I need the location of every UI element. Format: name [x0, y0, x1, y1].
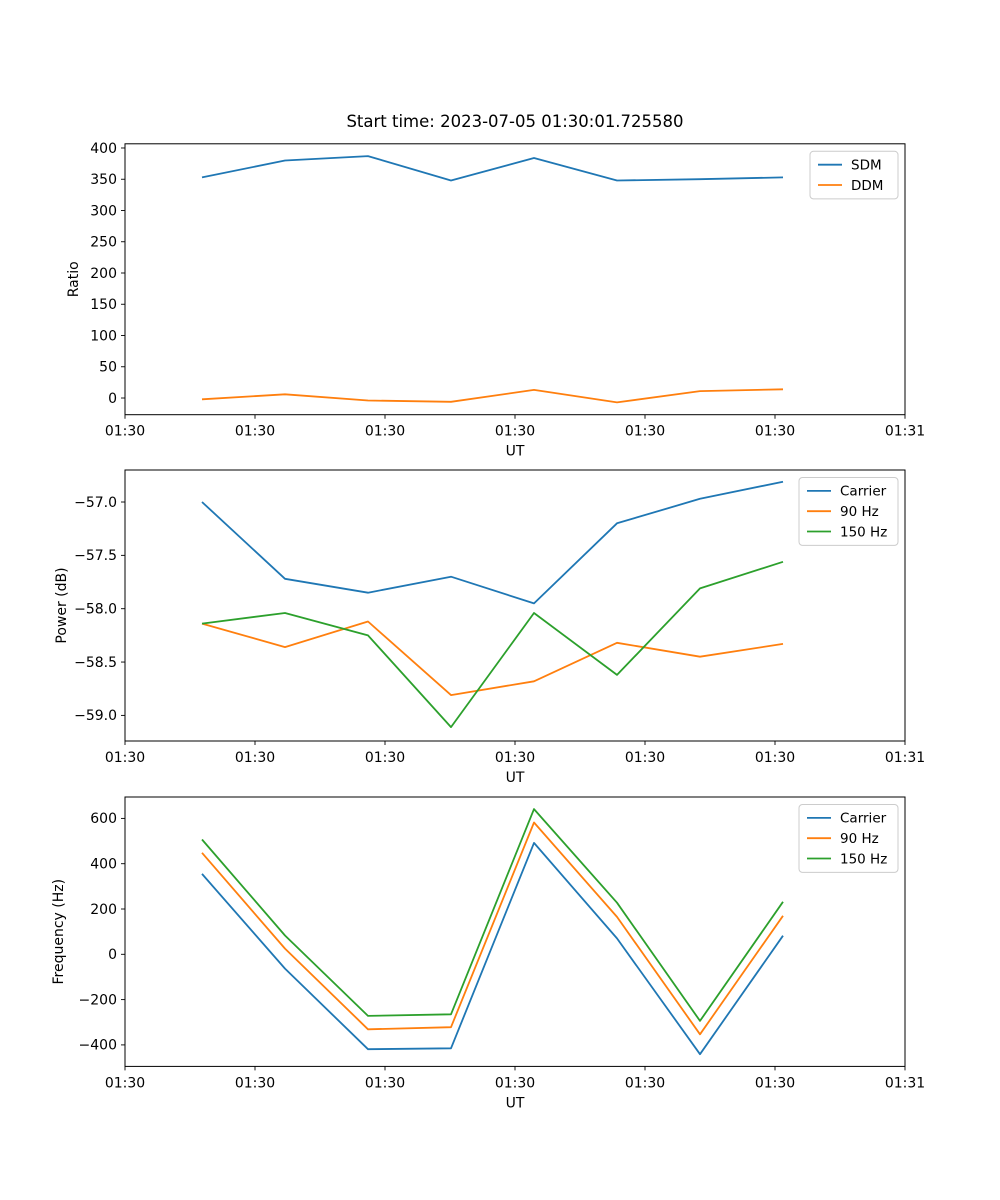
x-tick-label: 01:30 [105, 750, 145, 766]
y-tick-label: −400 [79, 1038, 117, 1054]
subplot-3: 600 400 200 0 −200 −400 01:30 01:30 01:30 01:30 01… [51, 796, 925, 1111]
legend-label: 90 Hz [840, 831, 879, 847]
legend-label: DDM [851, 178, 883, 194]
y-tick-label: −200 [79, 992, 117, 1008]
y-tick-label: 200 [90, 266, 117, 282]
x-tick-label: 01:30 [105, 1075, 145, 1091]
x-tick-label: 01:30 [365, 1075, 405, 1091]
series-line-90-hz [201, 821, 784, 1036]
y-axis-label: Frequency (Hz) [51, 879, 67, 985]
legend: Carrier 90 Hz 150 Hz [798, 804, 899, 873]
legend: Carrier 90 Hz 150 Hz [798, 477, 899, 546]
x-tick-label: 01:30 [625, 424, 665, 440]
axes-spines [124, 469, 906, 742]
subplot-2: −57.0 −57.5 −58.0 −58.5 −59.0 01:30 01:30 01:30… [54, 469, 925, 786]
y-tick-label: 400 [90, 857, 117, 873]
series-line-150-hz [201, 560, 784, 728]
legend-box [798, 477, 899, 546]
y-tick-label: 200 [90, 902, 117, 918]
x-tick-label: 01:30 [235, 750, 275, 766]
legend-label: Carrier [840, 811, 887, 827]
legend-label: 150 Hz [840, 851, 887, 867]
x-tick-label: 01:30 [625, 750, 665, 766]
x-tick-label: 01:30 [755, 424, 795, 440]
x-tick-label: 01:31 [885, 424, 925, 440]
series-line-150-hz [201, 808, 784, 1022]
x-tick-label: 01:30 [625, 1075, 665, 1091]
y-tick-label: 250 [90, 235, 117, 251]
y-tick-label: 0 [108, 391, 117, 407]
axes-spines [124, 143, 906, 416]
legend-label: SDM [851, 158, 882, 174]
x-tick-label: 01:30 [235, 1075, 275, 1091]
x-tick-label: 01:30 [365, 750, 405, 766]
y-tick-label: 100 [90, 328, 117, 344]
y-tick-label: −57.5 [74, 548, 117, 564]
x-tick-label: 01:30 [495, 1075, 535, 1091]
x-tick-label: 01:30 [755, 750, 795, 766]
y-tick-label: −58.5 [74, 655, 117, 671]
x-tick-label: 01:30 [235, 424, 275, 440]
y-tick-label: 0 [108, 947, 117, 963]
series-line-90-hz [201, 620, 784, 696]
y-tick-label: 400 [90, 141, 117, 157]
y-tick-label: 50 [99, 360, 117, 376]
series-line-ddm [201, 388, 784, 404]
figure-title: Start time: 2023-07-05 01:30:01.725580 [346, 112, 684, 131]
legend-box [798, 804, 899, 873]
x-tick-label: 01:30 [755, 1075, 795, 1091]
y-axis-label: Ratio [66, 261, 82, 297]
legend-box [809, 150, 899, 200]
series-line-sdm [201, 155, 784, 182]
y-tick-label: 300 [90, 203, 117, 219]
y-tick-label: 150 [90, 297, 117, 313]
legend: SDM DDM [809, 150, 899, 200]
x-tick-label: 01:30 [365, 424, 405, 440]
x-axis-label: UT [506, 770, 525, 786]
x-tick-label: 01:30 [105, 424, 145, 440]
legend-label: 90 Hz [840, 504, 879, 520]
legend-label: Carrier [840, 484, 887, 500]
y-tick-label: −58.0 [74, 602, 117, 618]
series-line-carrier [201, 480, 784, 605]
series-line-carrier [201, 842, 784, 1056]
y-axis-label: Power (dB) [54, 567, 70, 643]
x-axis-label: UT [506, 444, 525, 460]
x-tick-label: 01:31 [885, 1075, 925, 1091]
y-tick-label: 350 [90, 172, 117, 188]
y-tick-label: 600 [90, 811, 117, 827]
x-tick-label: 01:30 [495, 424, 535, 440]
x-tick-label: 01:31 [885, 750, 925, 766]
y-tick-label: −57.0 [74, 495, 117, 511]
x-tick-label: 01:30 [495, 750, 535, 766]
subplot-1: 0 50 100 150 200 250 300 350 400 01:30 01:30 01:30 0… [66, 141, 925, 460]
axes-spines [124, 796, 906, 1067]
x-axis-label: UT [506, 1095, 525, 1111]
legend-label: 150 Hz [840, 524, 887, 540]
y-tick-label: −59.0 [74, 708, 117, 724]
